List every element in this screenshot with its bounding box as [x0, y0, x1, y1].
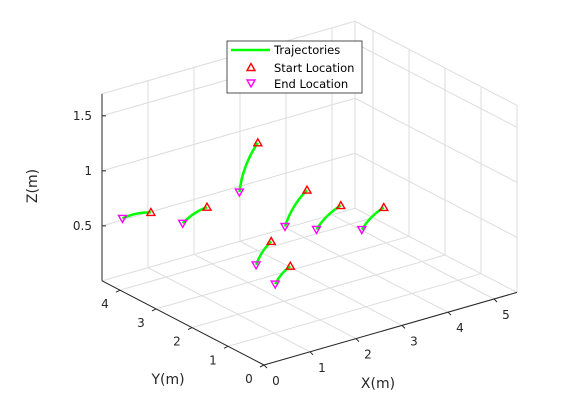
legend-entry-end: End Location	[274, 77, 348, 91]
trajectories	[117, 137, 390, 290]
legend-entry-trajectories: Trajectories	[273, 43, 340, 57]
x-tick-mark	[401, 325, 406, 329]
legend-start-marker	[245, 62, 257, 72]
end-marker	[269, 280, 281, 290]
y-tick-label: 4	[101, 297, 109, 311]
trajectory-line	[254, 240, 273, 266]
y-tick-label: 1	[209, 353, 217, 367]
end-marker	[356, 225, 368, 236]
trajectory-line	[283, 189, 308, 227]
x-tick-label: 1	[318, 361, 326, 375]
z-tick-label: 1.5	[73, 109, 92, 123]
x-tick-label: 5	[502, 308, 510, 322]
y-tick-mark	[259, 364, 265, 368]
axes	[101, 93, 518, 369]
z-gridline-back	[101, 97, 356, 172]
x-gridline-floor	[285, 227, 449, 313]
x-tick-mark	[493, 298, 498, 303]
pane-edge	[101, 207, 356, 282]
pane-edge	[354, 207, 518, 293]
trajectory-line	[274, 265, 292, 285]
x-gridline-floor	[147, 267, 311, 353]
z-gridline-side	[354, 152, 518, 238]
start-marker	[301, 184, 313, 194]
pane-edge	[354, 20, 518, 106]
start-marker	[378, 202, 390, 212]
y-tick-label: 0	[245, 372, 253, 386]
end-marker	[177, 219, 188, 229]
y-tick-label: 3	[137, 316, 145, 330]
start-marker	[201, 201, 213, 211]
y-tick-mark	[223, 345, 229, 349]
z-axis-label: Z(m)	[25, 169, 41, 203]
y-tick-mark	[151, 308, 157, 312]
x-tick-mark	[263, 364, 268, 369]
x-tick-label: 3	[410, 334, 418, 348]
end-marker	[279, 222, 291, 232]
z-gridline-side	[354, 97, 518, 183]
x-gridline-floor	[239, 240, 403, 326]
tick-labels: 0 1 2 3 4 5 0 1 2 3 4 0.5 1 1.5	[73, 109, 510, 388]
z-gridline-side	[354, 42, 518, 128]
x-tick-label: 0	[272, 374, 280, 388]
legend-entry-start: Start Location	[274, 61, 354, 75]
end-marker	[311, 225, 322, 235]
x-axis-label: X(m)	[361, 376, 395, 392]
start-marker	[335, 200, 347, 210]
x-gridline-floor	[331, 214, 495, 300]
x-tick-label: 4	[456, 321, 464, 335]
end-marker	[250, 261, 262, 271]
trajectory-line	[360, 206, 385, 231]
x-tick-mark	[309, 351, 314, 356]
end-marker	[117, 214, 128, 224]
legend-end-marker	[245, 79, 257, 89]
y-tick-mark	[187, 327, 193, 331]
x-tick-mark	[447, 311, 452, 316]
z-tick-label: 1	[84, 164, 92, 178]
start-marker	[265, 236, 277, 246]
start-marker	[285, 260, 296, 270]
x-tick-label: 2	[364, 348, 372, 362]
y-gridline-floor	[191, 254, 446, 329]
legend: Trajectories Start Location End Location	[226, 40, 363, 94]
z-gridline-back	[101, 152, 356, 227]
y-gridline-floor	[119, 217, 374, 291]
y-axis-label: Y(m)	[150, 372, 184, 388]
y-tick-mark	[115, 289, 121, 293]
y-tick-label: 2	[173, 335, 181, 349]
start-marker	[252, 137, 264, 147]
trajectory-line	[238, 142, 259, 193]
start-marker	[145, 207, 157, 217]
end-marker	[234, 188, 245, 198]
x-tick-mark	[355, 338, 360, 342]
x-axis-line	[263, 291, 518, 366]
x-gridline-floor	[193, 254, 357, 340]
y-axis-line	[101, 280, 265, 366]
y-gridline-floor	[227, 273, 482, 347]
z-tick-label: 0.5	[73, 219, 92, 233]
